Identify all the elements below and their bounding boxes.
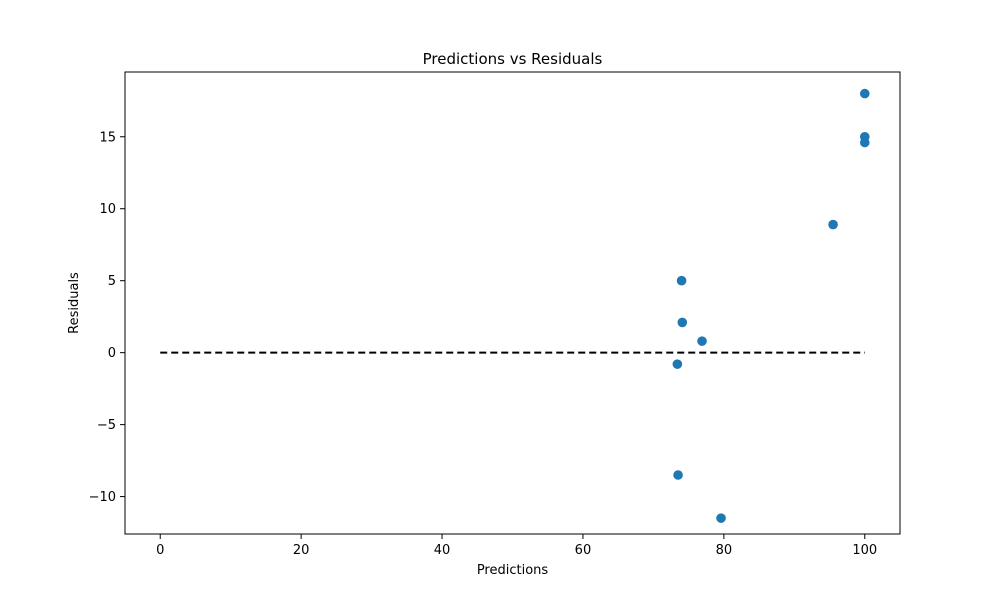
x-axis-label: Predictions — [477, 563, 549, 578]
x-tick-label: 100 — [852, 543, 877, 558]
x-tick-label: 80 — [716, 543, 733, 558]
y-tick-label: 5 — [108, 274, 116, 289]
data-point — [828, 219, 838, 230]
y-axis: −10 −5 0 5 10 15 — [89, 130, 125, 505]
axes-frame — [124, 71, 901, 535]
y-tick-label: 0 — [108, 346, 116, 361]
data-point — [677, 317, 688, 328]
data-point — [859, 88, 870, 99]
data-point — [672, 359, 683, 369]
data-point — [697, 336, 707, 346]
data-point — [673, 470, 683, 480]
y-tick-label: 15 — [99, 130, 116, 145]
chart-title: Predictions vs Residuals — [423, 50, 603, 68]
y-tick-label: −10 — [89, 490, 116, 505]
x-tick-label: 20 — [293, 543, 310, 558]
plot-area — [160, 88, 870, 523]
y-tick-label: −5 — [97, 418, 116, 433]
x-tick-label: 60 — [575, 543, 592, 558]
y-axis-label: Residuals — [67, 272, 82, 334]
x-axis: 0 20 40 60 80 100 — [156, 534, 877, 558]
data-point — [859, 137, 870, 148]
x-tick-label: 40 — [434, 543, 451, 558]
y-tick-label: 10 — [99, 202, 116, 217]
data-point — [676, 275, 687, 286]
x-tick-label: 0 — [156, 543, 164, 558]
data-point — [716, 513, 726, 523]
